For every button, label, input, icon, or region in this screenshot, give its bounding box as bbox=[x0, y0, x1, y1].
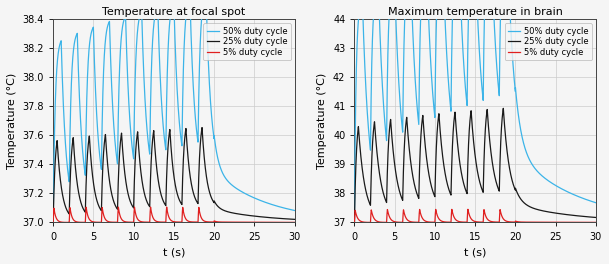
5% duty cycle bbox=[262, 221, 270, 224]
25% duty cycle bbox=[287, 218, 295, 221]
5% duty cycle bbox=[287, 221, 295, 224]
Legend: 50% duty cycle, 25% duty cycle, 5% duty cycle: 50% duty cycle, 25% duty cycle, 5% duty … bbox=[505, 23, 592, 60]
50% duty cycle bbox=[593, 201, 600, 204]
25% duty cycle bbox=[262, 216, 270, 219]
5% duty cycle bbox=[589, 221, 596, 224]
50% duty cycle bbox=[408, 0, 415, 1]
5% duty cycle bbox=[52, 216, 60, 219]
25% duty cycle bbox=[589, 216, 596, 219]
25% duty cycle bbox=[408, 167, 415, 170]
50% duty cycle bbox=[287, 208, 295, 211]
25% duty cycle bbox=[351, 221, 358, 224]
Y-axis label: Temperature (°C): Temperature (°C) bbox=[7, 73, 17, 169]
50% duty cycle bbox=[589, 200, 596, 203]
5% duty cycle bbox=[107, 220, 114, 224]
5% duty cycle bbox=[354, 216, 361, 219]
25% duty cycle bbox=[231, 212, 238, 215]
25% duty cycle bbox=[499, 107, 507, 110]
50% duty cycle bbox=[354, 39, 361, 42]
25% duty cycle bbox=[52, 149, 60, 153]
50% duty cycle bbox=[107, 48, 114, 51]
X-axis label: t (s): t (s) bbox=[163, 247, 185, 257]
Title: Maximum temperature in brain: Maximum temperature in brain bbox=[388, 7, 563, 17]
Y-axis label: Temperature (°C): Temperature (°C) bbox=[317, 73, 328, 169]
50% duty cycle bbox=[231, 186, 238, 189]
5% duty cycle bbox=[49, 221, 57, 224]
50% duty cycle bbox=[532, 168, 540, 171]
25% duty cycle bbox=[159, 197, 166, 200]
50% duty cycle bbox=[351, 221, 358, 224]
50% duty cycle bbox=[159, 114, 166, 117]
25% duty cycle bbox=[593, 216, 600, 219]
25% duty cycle bbox=[291, 218, 298, 221]
5% duty cycle bbox=[231, 220, 238, 224]
Line: 50% duty cycle: 50% duty cycle bbox=[53, 0, 295, 223]
5% duty cycle bbox=[408, 220, 415, 223]
50% duty cycle bbox=[564, 190, 571, 194]
Legend: 50% duty cycle, 25% duty cycle, 5% duty cycle: 50% duty cycle, 25% duty cycle, 5% duty … bbox=[203, 23, 290, 60]
Line: 5% duty cycle: 5% duty cycle bbox=[354, 209, 596, 223]
25% duty cycle bbox=[199, 126, 206, 129]
50% duty cycle bbox=[52, 83, 60, 86]
50% duty cycle bbox=[49, 221, 57, 224]
50% duty cycle bbox=[460, 61, 467, 64]
5% duty cycle bbox=[159, 220, 166, 224]
25% duty cycle bbox=[354, 137, 361, 140]
5% duty cycle bbox=[564, 221, 571, 224]
Line: 25% duty cycle: 25% duty cycle bbox=[53, 128, 295, 223]
25% duty cycle bbox=[564, 213, 571, 216]
Line: 5% duty cycle: 5% duty cycle bbox=[53, 207, 295, 223]
Line: 50% duty cycle: 50% duty cycle bbox=[354, 0, 596, 223]
X-axis label: t (s): t (s) bbox=[464, 247, 487, 257]
25% duty cycle bbox=[532, 208, 540, 211]
25% duty cycle bbox=[107, 185, 114, 188]
25% duty cycle bbox=[460, 182, 467, 185]
Line: 25% duty cycle: 25% duty cycle bbox=[354, 108, 596, 223]
5% duty cycle bbox=[351, 221, 358, 224]
5% duty cycle bbox=[460, 220, 467, 224]
Title: Temperature at focal spot: Temperature at focal spot bbox=[102, 7, 245, 17]
25% duty cycle bbox=[49, 221, 57, 224]
50% duty cycle bbox=[262, 201, 270, 204]
5% duty cycle bbox=[464, 208, 471, 211]
5% duty cycle bbox=[532, 221, 540, 224]
5% duty cycle bbox=[291, 221, 298, 224]
5% duty cycle bbox=[593, 221, 600, 224]
5% duty cycle bbox=[163, 205, 171, 209]
50% duty cycle bbox=[291, 209, 298, 212]
